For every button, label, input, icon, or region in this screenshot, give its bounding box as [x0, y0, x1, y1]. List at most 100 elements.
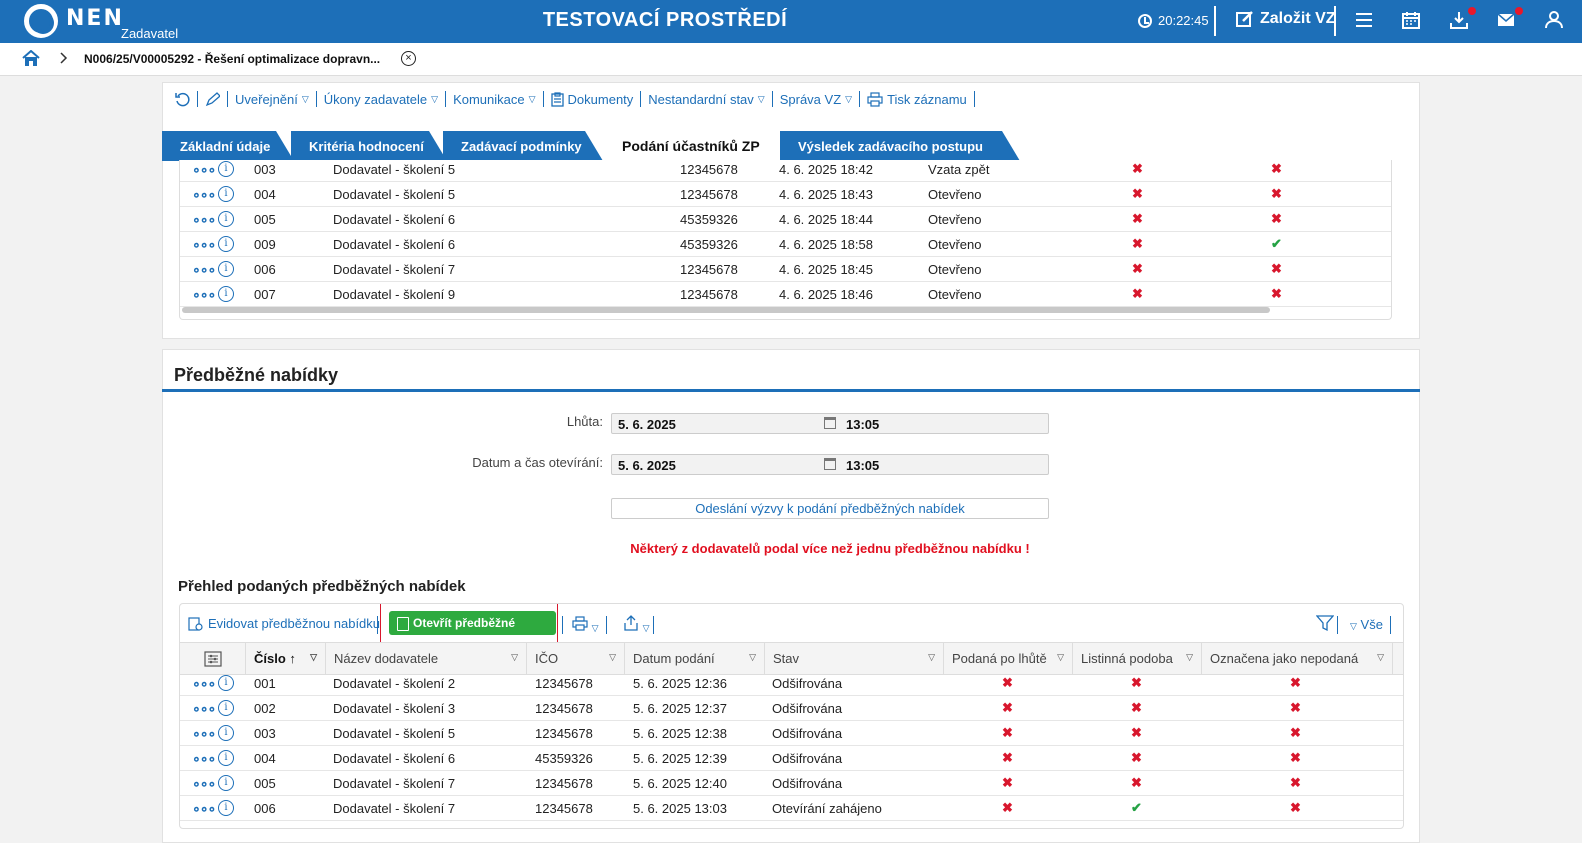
breadcrumb-current[interactable]: N006/25/V00005292 - Řešení optimalizace … [84, 52, 381, 66]
filter-triangle-icon[interactable]: ▽ [511, 652, 518, 662]
table-row[interactable]: ∘∘∘ i 006 Dodavatel - školení 7 12345678 4. 6… [180, 257, 1391, 282]
download-icon[interactable] [1450, 7, 1476, 31]
table-row[interactable]: ∘∘∘ i 002 Dodavatel - školení 3 12345678 5. 6… [180, 696, 1403, 721]
info-icon[interactable]: i [218, 186, 234, 202]
filter-triangle-icon[interactable]: ▽ [310, 652, 317, 662]
toolbar-print-record[interactable]: Tisk záznamu [860, 91, 975, 107]
export-button[interactable]: ▽ [623, 615, 650, 634]
more-actions-icon[interactable]: ∘∘∘ [192, 236, 216, 252]
cross-icon: ✖ [1271, 286, 1282, 301]
cross-icon: ✖ [1290, 775, 1301, 790]
horizontal-scrollbar[interactable] [182, 307, 1270, 313]
more-actions-icon[interactable]: ∘∘∘ [192, 286, 216, 302]
flag-cell: ✖ [1271, 161, 1282, 177]
print-button[interactable]: ▽ [572, 616, 599, 634]
tab-basic-info[interactable]: Základní údaje [162, 131, 294, 161]
table-row[interactable]: ∘∘∘ i 004 Dodavatel - školení 6 45359326 5. 6… [180, 746, 1403, 771]
open-offers-button[interactable]: Otevřít předběžné nabídky [389, 611, 556, 654]
toolbar-communication[interactable]: Komunikace ▽ [446, 91, 544, 107]
filter-triangle-icon[interactable]: ▽ [1377, 652, 1384, 662]
more-actions-icon[interactable]: ∘∘∘ [192, 161, 216, 177]
user-icon[interactable] [1545, 11, 1565, 31]
more-actions-icon[interactable]: ∘∘∘ [192, 211, 216, 227]
filter-triangle-icon[interactable]: ▽ [928, 652, 935, 662]
filter-triangle-icon[interactable]: ▽ [1057, 652, 1064, 662]
more-actions-icon[interactable]: ∘∘∘ [192, 800, 216, 816]
header-number[interactable]: Číslo ↑ ▽ [246, 643, 326, 674]
more-actions-icon[interactable]: ∘∘∘ [192, 725, 216, 741]
info-icon[interactable]: i [218, 700, 234, 716]
cross-icon: ✖ [1290, 800, 1301, 815]
table-row[interactable]: ∘∘∘ i 003 Dodavatel - školení 5 12345678 4. 6… [180, 160, 1391, 182]
table-row[interactable]: ∘∘∘ i 005 Dodavatel - školení 7 12345678 5. 6… [180, 771, 1403, 796]
filter-triangle-icon[interactable]: ▽ [1186, 652, 1193, 662]
header-late[interactable]: Podaná po lhůtě ▽ [944, 643, 1073, 674]
send-invitation-button[interactable]: Odeslání výzvy k podání předběžných nabí… [611, 498, 1049, 519]
toolbar-vz-management[interactable]: Správa VZ ▽ [773, 91, 861, 107]
table-row[interactable]: ∘∘∘ i 003 Dodavatel - školení 5 12345678 5. 6… [180, 721, 1403, 746]
table-row[interactable]: ∘∘∘ i 001 Dodavatel - školení 2 12345678 5. 6… [180, 671, 1403, 696]
create-vz-button[interactable]: Založit VZ [1236, 10, 1336, 28]
brand-name[interactable]: NEN [66, 6, 124, 31]
table-row[interactable]: ∘∘∘ i 005 Dodavatel - školení 6 45359326 4. 6… [180, 207, 1391, 232]
toolbar-publication[interactable]: Uveřejnění ▽ [228, 91, 317, 107]
info-icon[interactable]: i [218, 161, 234, 177]
more-actions-icon[interactable]: ∘∘∘ [192, 700, 216, 716]
more-actions-icon[interactable]: ∘∘∘ [192, 750, 216, 766]
info-icon[interactable]: i [218, 750, 234, 766]
more-actions-icon[interactable]: ∘∘∘ [192, 261, 216, 277]
info-icon[interactable]: i [218, 775, 234, 791]
record-offer-button[interactable]: Evidovat předběžnou nabídku [188, 616, 380, 631]
cell-supplier-name: Dodavatel - školení 5 [333, 187, 456, 202]
header-paper-form[interactable]: Listinná podoba ▽ [1073, 643, 1202, 674]
opening-date: 5. 6. 2025 [618, 458, 676, 473]
header-marked-unsubmitted[interactable]: Označena jako nepodaná ▽ [1202, 643, 1393, 674]
info-icon[interactable]: i [218, 286, 234, 302]
info-icon[interactable]: i [218, 211, 234, 227]
edit-button[interactable] [198, 91, 228, 107]
filter-icon[interactable] [1315, 614, 1335, 632]
info-icon[interactable]: i [218, 675, 234, 691]
tab-tender-conditions[interactable]: Zadávací podmínky [443, 131, 603, 161]
info-icon[interactable]: i [218, 261, 234, 277]
more-actions-icon[interactable]: ∘∘∘ [192, 675, 216, 691]
triangle-down-icon: ▽ [431, 93, 439, 104]
header-submission-date[interactable]: Datum podání ▽ [625, 643, 765, 674]
refresh-button[interactable] [168, 91, 198, 107]
filter-triangle-icon[interactable]: ▽ [609, 652, 616, 662]
header-status[interactable]: Stav ▽ [765, 643, 944, 674]
nen-logo-icon[interactable] [24, 4, 58, 38]
more-actions-icon[interactable]: ∘∘∘ [192, 775, 216, 791]
tab-procedure-result[interactable]: Výsledek zadávacího postupu [780, 131, 1020, 161]
header-supplier-name[interactable]: Název dodavatele ▽ [326, 643, 527, 674]
menu-icon[interactable] [1355, 11, 1375, 31]
flag-cell: ✖ [1002, 700, 1013, 716]
header-ico[interactable]: IČO ▽ [527, 643, 625, 674]
cross-icon: ✖ [1132, 236, 1143, 251]
info-icon[interactable]: i [218, 725, 234, 741]
table-row[interactable]: ∘∘∘ i 004 Dodavatel - školení 5 12345678 4. 6… [180, 182, 1391, 207]
flag-cell: ✔ [1271, 236, 1282, 252]
calendar-icon[interactable] [1402, 11, 1422, 31]
info-icon[interactable]: i [218, 800, 234, 816]
columns-settings-icon[interactable] [180, 643, 246, 674]
home-icon[interactable] [22, 49, 40, 70]
toolbar-documents[interactable]: Dokumenty [544, 91, 642, 107]
table-row[interactable]: ∘∘∘ i 007 Dodavatel - školení 9 12345678 4. 6… [180, 282, 1391, 307]
view-all-filter[interactable]: ▽ Vše [1350, 617, 1383, 632]
tab-evaluation-criteria[interactable]: Kritéria hodnocení [291, 131, 447, 161]
table-row[interactable]: ∘∘∘ i 006 Dodavatel - školení 7 12345678 5. 6… [180, 796, 1403, 821]
cell-number: 001 [254, 676, 276, 691]
table-row[interactable]: ∘∘∘ i 009 Dodavatel - školení 6 45359326 4. 6… [180, 232, 1391, 257]
cross-icon: ✖ [1131, 725, 1142, 740]
more-actions-icon[interactable]: ∘∘∘ [192, 186, 216, 202]
filter-triangle-icon[interactable]: ▽ [749, 652, 756, 662]
toolbar-contracting-actions[interactable]: Úkony zadavatele ▽ [317, 91, 447, 107]
cross-icon: ✖ [1271, 186, 1282, 201]
toolbar-nonstandard-state[interactable]: Nestandardní stav ▽ [641, 91, 773, 107]
close-icon[interactable]: × [401, 51, 416, 66]
tab-submissions[interactable]: Podání účastníků ZP [604, 131, 780, 161]
mail-icon[interactable] [1497, 7, 1523, 31]
flag-cell: ✖ [1131, 700, 1142, 716]
info-icon[interactable]: i [218, 236, 234, 252]
